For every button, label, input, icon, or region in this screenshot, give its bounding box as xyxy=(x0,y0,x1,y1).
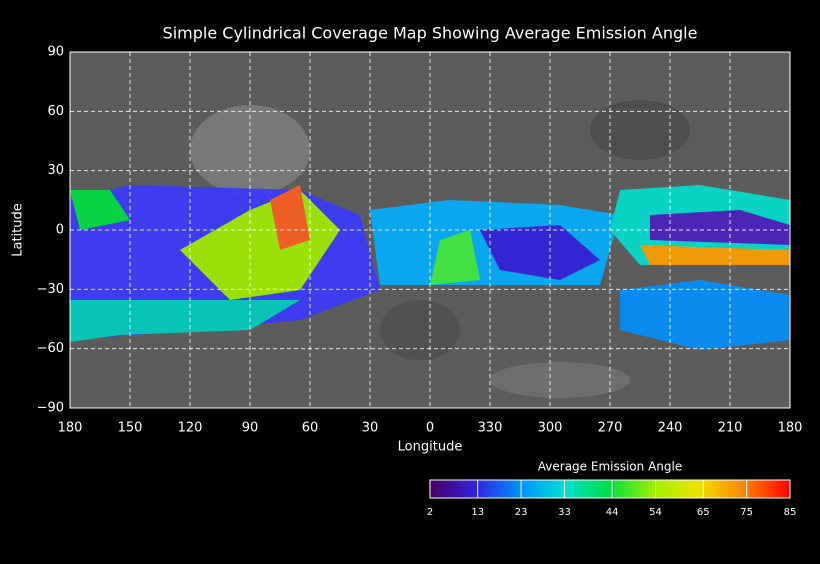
crater xyxy=(380,300,460,360)
x-tick-label: 180 xyxy=(778,421,803,436)
y-tick-label: −30 xyxy=(37,282,64,297)
coverage xyxy=(70,185,790,350)
colorbar-tick-label: 13 xyxy=(471,507,484,518)
x-tick-label: 120 xyxy=(178,421,203,436)
x-tick-label: 210 xyxy=(718,421,743,436)
y-tick-label: −60 xyxy=(37,341,64,356)
colorbar-tick-label: 75 xyxy=(740,507,753,518)
x-tick-label: 60 xyxy=(302,421,319,436)
y-axis-label: Latitude xyxy=(11,203,26,257)
title: Simple Cylindrical Coverage Map Showing … xyxy=(163,24,698,43)
colorbar xyxy=(429,479,791,499)
colorbar-tick-label: 85 xyxy=(784,507,797,518)
x-tick-label: 30 xyxy=(362,421,379,436)
axes xyxy=(69,51,791,409)
coverage-region xyxy=(620,280,790,350)
coverage-region xyxy=(480,225,600,280)
y-tick-label: −90 xyxy=(37,401,64,416)
colorbar-tick-label: 65 xyxy=(697,507,710,518)
colorbar-tick-label: 44 xyxy=(606,507,619,518)
colorbar-title: Average Emission Angle xyxy=(538,460,682,474)
x-tick-label: 330 xyxy=(478,421,503,436)
x-tick-label: 180 xyxy=(58,421,83,436)
colorbar-tick-label: 2 xyxy=(427,507,433,518)
crater xyxy=(590,100,690,160)
x-tick-label: 270 xyxy=(598,421,623,436)
x-tick-label: 150 xyxy=(118,421,143,436)
plot-frame xyxy=(69,51,791,409)
colorbar-tick-label: 33 xyxy=(558,507,571,518)
colorbar-tick-label: 54 xyxy=(649,507,662,518)
coverage-region xyxy=(430,230,480,285)
x-tick-label: 0 xyxy=(426,421,434,436)
coverage-region xyxy=(650,210,790,245)
y-tick-label: 90 xyxy=(47,45,64,60)
x-tick-label: 90 xyxy=(242,421,259,436)
coverage-region xyxy=(70,190,130,230)
coverage-region xyxy=(640,245,790,265)
colorbar-tick-label: 23 xyxy=(515,507,528,518)
x-tick-label: 300 xyxy=(538,421,563,436)
coverage-region xyxy=(270,185,310,250)
y-tick-label: 30 xyxy=(47,163,64,178)
crater xyxy=(490,362,630,398)
x-axis-label: Longitude xyxy=(398,440,463,455)
y-tick-label: 60 xyxy=(47,104,64,119)
x-tick-label: 240 xyxy=(658,421,683,436)
y-tick-label: 0 xyxy=(56,223,64,238)
coverage-region xyxy=(70,300,300,342)
